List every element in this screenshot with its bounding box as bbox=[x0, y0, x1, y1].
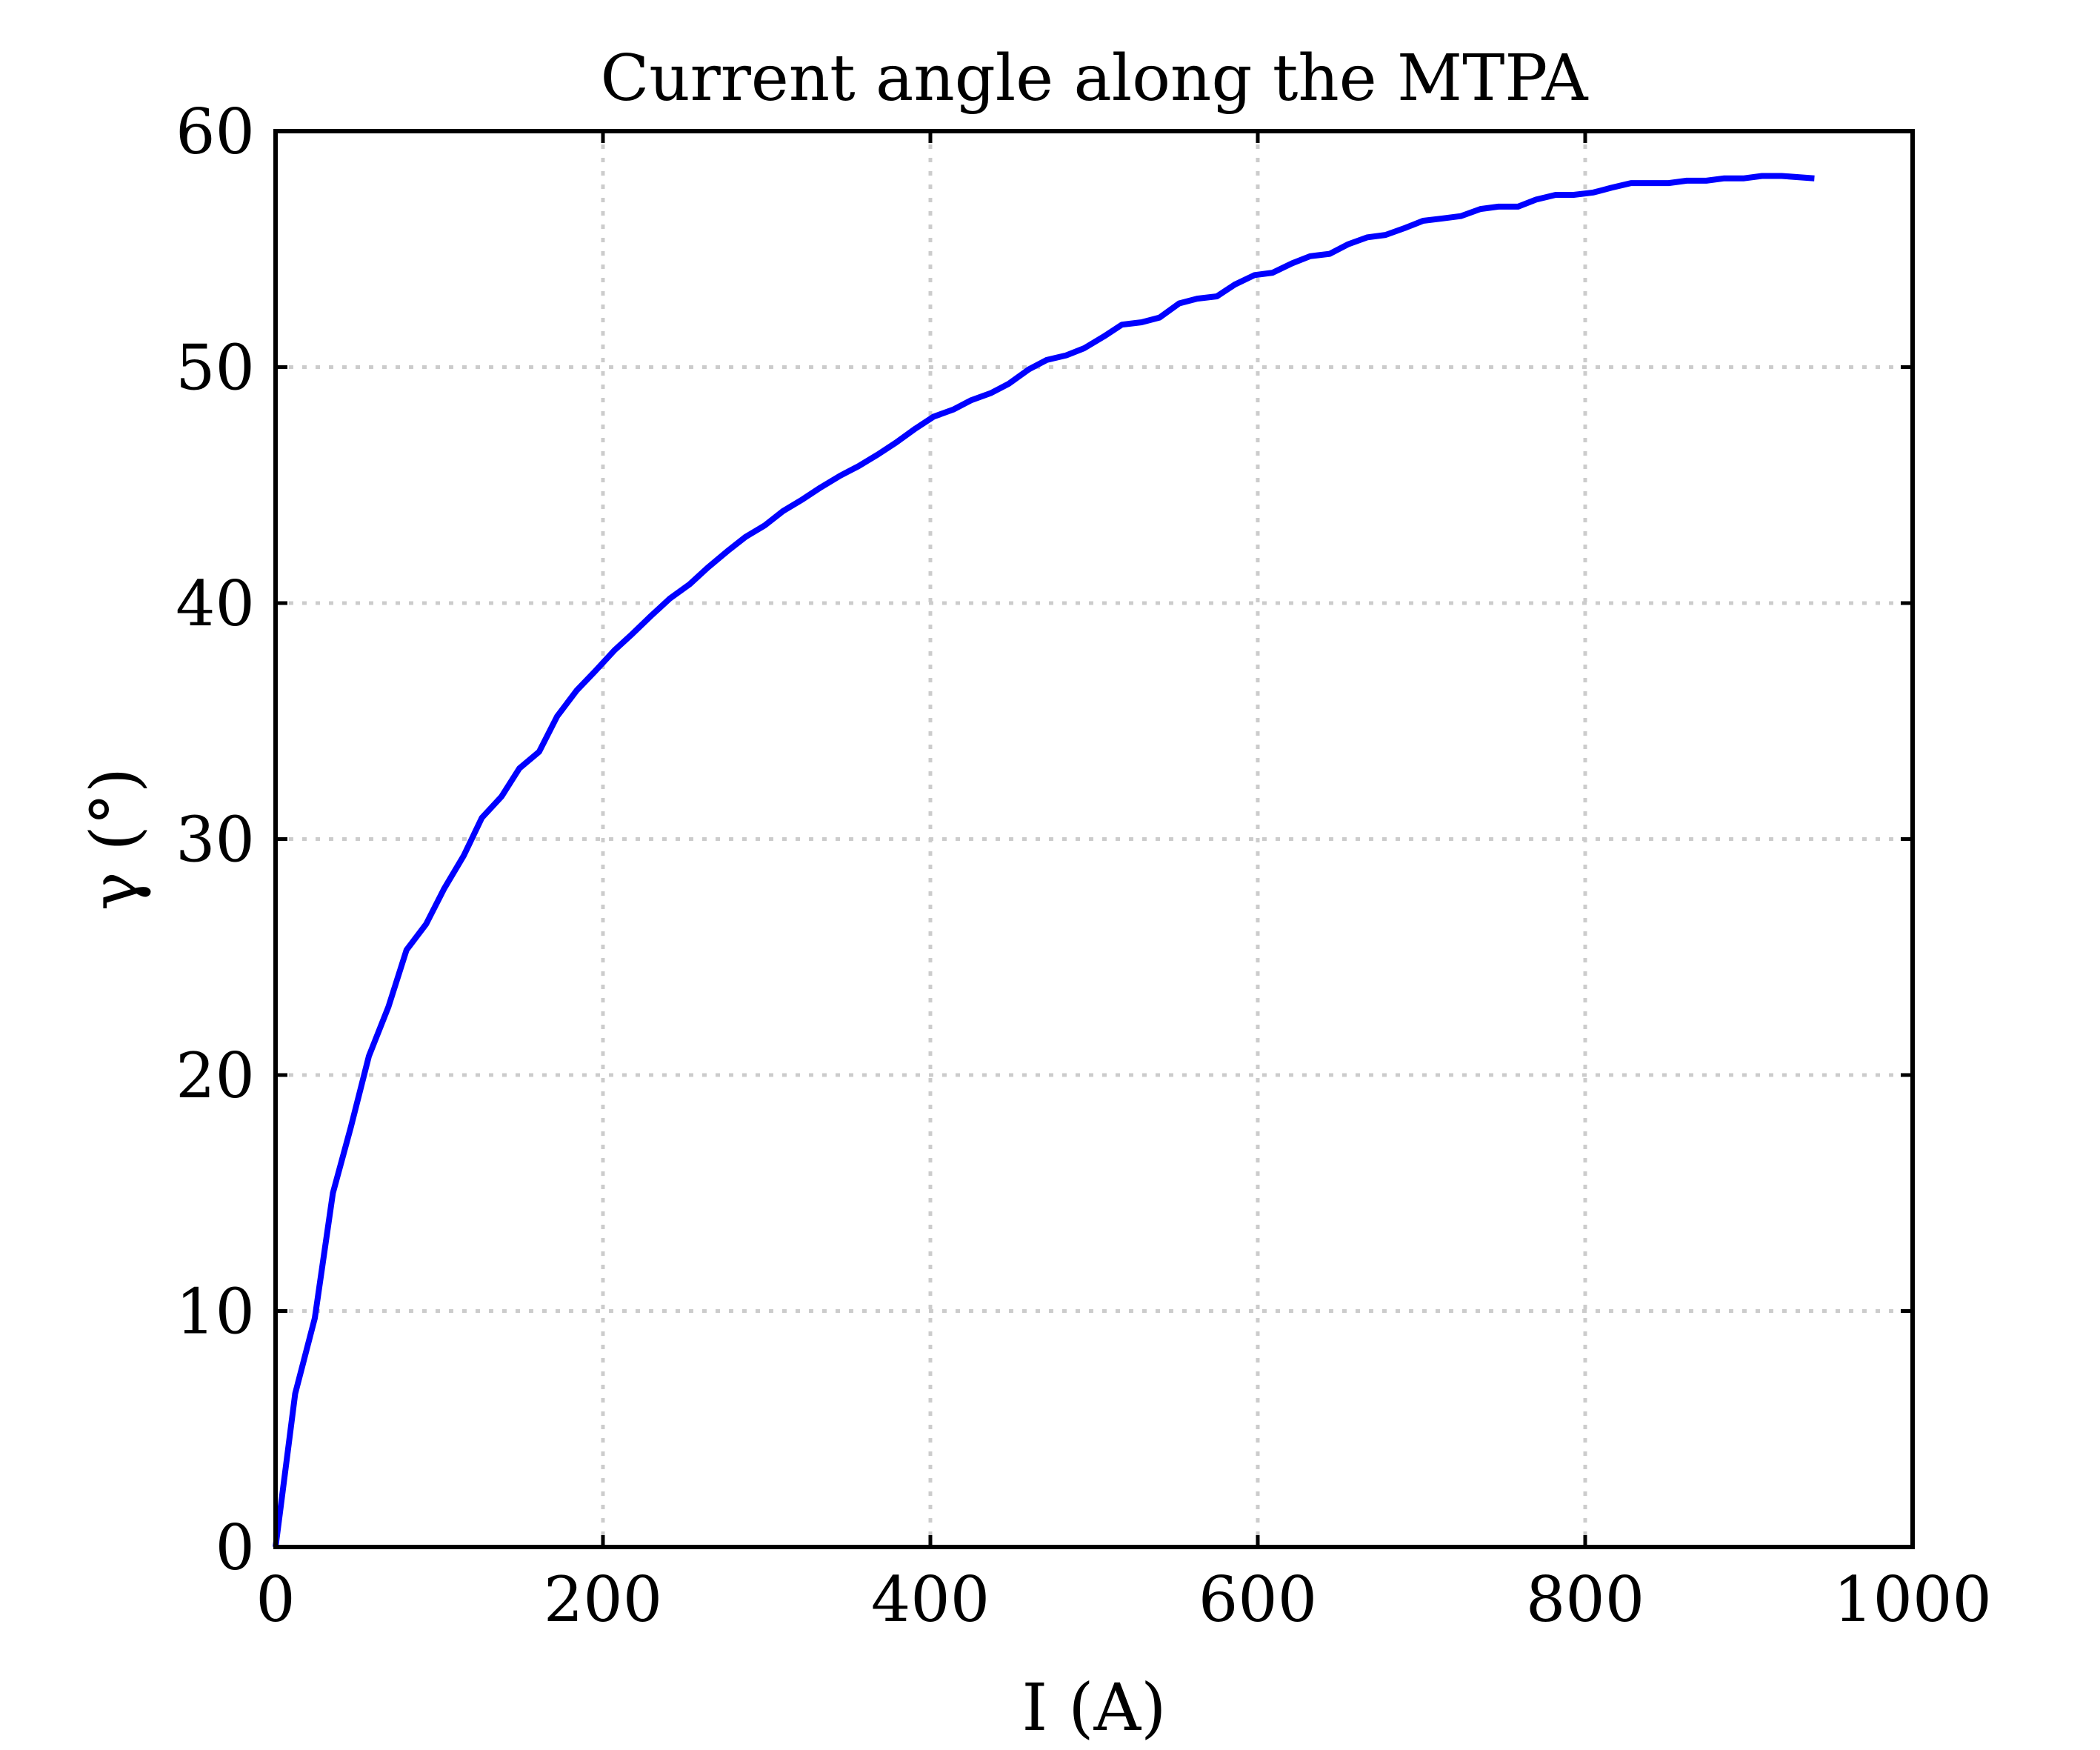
x-axis-label: I (A) bbox=[1022, 1669, 1167, 1746]
x-tick-label: 400 bbox=[871, 1563, 990, 1636]
x-tick-label: 600 bbox=[1199, 1563, 1317, 1636]
y-tick-label: 60 bbox=[176, 96, 255, 168]
x-tick-label: 200 bbox=[544, 1563, 662, 1636]
y-tick-label: 30 bbox=[176, 804, 255, 876]
x-tick-label: 800 bbox=[1526, 1563, 1644, 1636]
y-tick-label: 40 bbox=[176, 568, 255, 640]
grid bbox=[276, 131, 1913, 1547]
ticks bbox=[273, 129, 1915, 1549]
chart-title: Current angle along the MTPA bbox=[600, 41, 1588, 116]
y-tick-label: 10 bbox=[176, 1276, 255, 1348]
x-tick-label: 1000 bbox=[1833, 1563, 1992, 1636]
y-tick-label: 20 bbox=[176, 1039, 255, 1112]
y-axis-label: γ (°) bbox=[76, 768, 153, 911]
x-tick-label: 0 bbox=[256, 1563, 295, 1636]
series-layer bbox=[273, 173, 1815, 1548]
tick-labels: 0 200 400 600 800 1000 0 10 20 30 40 50 60 bbox=[176, 96, 1992, 1636]
y-tick-label: 0 bbox=[216, 1511, 255, 1584]
series-line bbox=[273, 173, 1815, 1548]
y-tick-label: 50 bbox=[176, 332, 255, 405]
